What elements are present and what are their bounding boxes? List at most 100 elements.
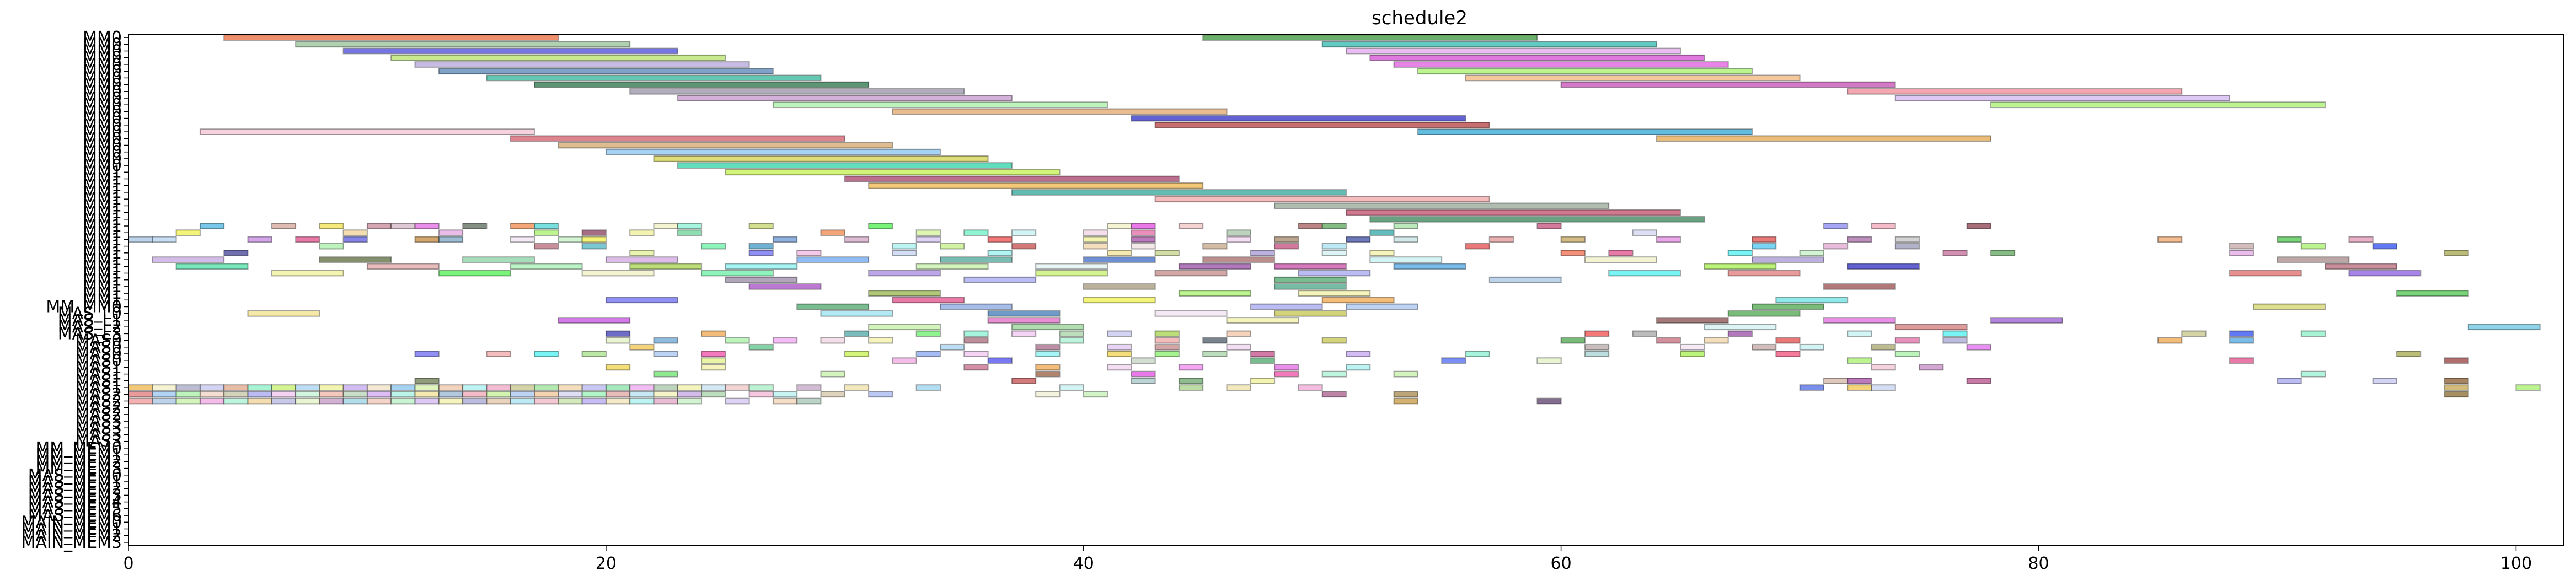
task-bar [558, 317, 631, 324]
y-tick-label: MAS2 [75, 405, 122, 424]
task-bar [1274, 370, 1299, 378]
task-bar [2157, 236, 2183, 243]
y-tick-label: MM1 [83, 203, 122, 223]
y-tick-label: MAS_MEM2 [28, 479, 122, 498]
task-bar [1250, 357, 1276, 364]
task-bar [366, 223, 392, 229]
task-bar [342, 229, 368, 236]
task-bar [1966, 223, 1991, 229]
y-tick-label: MM_MEM3 [35, 459, 122, 478]
task-bar [605, 330, 631, 337]
task-bar [820, 337, 845, 344]
task-bar [1274, 263, 1347, 270]
task-bar [223, 384, 249, 391]
task-bar [963, 276, 1037, 283]
task-bar [295, 41, 631, 48]
task-bar [319, 397, 344, 405]
task-bar [2372, 378, 2397, 384]
task-bar [342, 47, 678, 55]
y-tick-label: MAS3 [75, 432, 122, 451]
y-tick-label: MAS_MEM3 [28, 486, 122, 505]
task-bar [677, 162, 1013, 169]
task-bar [1250, 351, 1276, 357]
task-bar [1154, 330, 1180, 337]
y-tick-label: MM0 [83, 129, 122, 148]
task-bar [1154, 270, 1228, 277]
task-bar [1131, 378, 1156, 384]
task-bar [1035, 351, 1061, 357]
task-bar [844, 330, 870, 337]
y-tick-label: MAS_L0 [58, 304, 122, 324]
y-tick-label: MM0 [83, 109, 122, 128]
task-bar [1871, 343, 1896, 351]
task-bar [725, 263, 798, 270]
y-tick-label: MM0 [83, 122, 122, 142]
task-bar [510, 391, 535, 398]
task-bar [342, 397, 368, 405]
task-bar [940, 303, 1013, 310]
y-tick-label: MAS_L1 [58, 311, 122, 330]
task-bar [558, 384, 583, 391]
task-bar [271, 384, 297, 391]
task-bar [2229, 250, 2254, 256]
task-bar [1321, 243, 1347, 250]
task-bar [247, 236, 272, 243]
task-bar [748, 243, 774, 250]
task-bar [1847, 330, 1872, 337]
task-bar [1560, 250, 1586, 256]
task-bar [199, 391, 225, 398]
y-tick-label: MAS2 [75, 392, 122, 411]
task-bar [1465, 74, 1801, 82]
task-bar [486, 384, 511, 391]
task-bar [510, 236, 535, 243]
y-tick-label: MAIN_MEM0 [21, 513, 122, 532]
y-tick-label: MM0 [83, 95, 122, 115]
task-bar [1178, 290, 1251, 297]
task-bar [1178, 384, 1204, 391]
task-bar [1871, 384, 1896, 391]
task-bar [1226, 343, 1251, 351]
task-bar [868, 223, 893, 229]
task-bar [223, 250, 249, 256]
task-bar [390, 223, 416, 229]
task-bar [1752, 303, 1824, 310]
task-bar [1202, 351, 1228, 357]
task-bar [128, 384, 153, 391]
y-tick-label: MM1 [83, 176, 122, 196]
task-bar [1632, 229, 1657, 236]
task-bar [1346, 303, 1418, 310]
y-tick-label: MAIN_MEM1 [21, 520, 122, 539]
task-bar [534, 397, 559, 405]
task-bar [175, 391, 201, 398]
task-bar [1346, 236, 1371, 243]
task-bar [677, 95, 1013, 101]
task-bar [558, 397, 583, 405]
task-bar [1154, 351, 1180, 357]
task-bar [892, 297, 965, 304]
task-bar [1775, 337, 1801, 344]
task-bar [1035, 364, 1061, 371]
task-bar [629, 391, 655, 398]
y-tick-label: MAIN_MEM2 [21, 526, 122, 546]
task-bar [1942, 337, 1968, 344]
task-bar [963, 330, 989, 337]
task-bar [1346, 47, 1681, 55]
task-bar [534, 229, 559, 236]
task-bar [1560, 236, 1586, 243]
task-bar [1656, 337, 1681, 344]
task-bar [1799, 384, 1824, 391]
task-bar [820, 370, 845, 378]
task-bar [725, 276, 798, 283]
task-bar [1775, 297, 1849, 304]
task-bar [152, 397, 177, 405]
task-bar [175, 263, 249, 270]
task-bar [725, 384, 750, 391]
y-tick-label: MM_MEM2 [35, 452, 122, 471]
task-bar [414, 391, 440, 398]
task-bar [1107, 250, 1132, 256]
task-bar [2325, 263, 2398, 270]
task-bar [271, 223, 297, 229]
task-bar [462, 397, 488, 405]
task-bar [438, 68, 774, 75]
